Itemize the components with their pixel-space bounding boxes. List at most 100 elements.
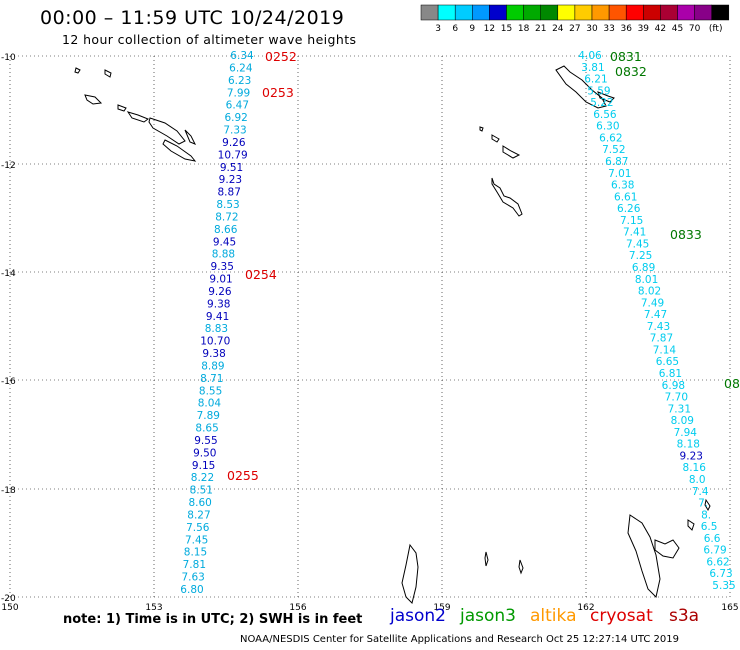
- legend-altika: altika: [530, 606, 577, 626]
- swh-value: 8.72: [215, 211, 238, 223]
- coastline: [184, 129, 197, 145]
- colorbar-swatch: [454, 4, 473, 21]
- colorbar-label: 27: [569, 24, 580, 34]
- coastline: [401, 543, 419, 604]
- swh-value: 6.5: [701, 521, 718, 533]
- swh-value: 9.38: [207, 298, 230, 310]
- swh-value: 7.45: [185, 534, 208, 546]
- coastline: [84, 94, 103, 105]
- swh-value: 10.70: [200, 336, 230, 348]
- swh-value: 7.01: [608, 168, 631, 180]
- colorbar-label: 6: [452, 24, 458, 34]
- swh-value: 6.38: [611, 180, 634, 192]
- swh-value: 7.81: [183, 559, 206, 571]
- swh-value: 7.33: [223, 125, 246, 137]
- swh-value: 9.01: [209, 274, 232, 286]
- swh-value: 7.94: [674, 427, 698, 439]
- map-credit: NOAA/NESDIS Center for Satellite Applica…: [240, 634, 679, 645]
- swh-value: 8.60: [188, 497, 211, 509]
- coastline: [518, 559, 524, 575]
- swh-value: 6.6: [704, 533, 721, 545]
- colorbar-label: 42: [655, 24, 666, 34]
- swh-value: 6.34: [230, 50, 254, 62]
- swh-value: 7.15: [620, 215, 643, 227]
- swh-value: 9.26: [208, 286, 232, 298]
- colorbar-label: 21: [535, 24, 546, 34]
- colorbar-label: 70: [689, 24, 701, 34]
- swh-value: 8.16: [683, 462, 707, 474]
- swh-value: 5.59: [587, 85, 610, 97]
- y-tick-label: -14: [1, 269, 16, 279]
- swh-value: 9.15: [192, 460, 215, 472]
- coastline: [74, 67, 81, 74]
- time-label: 0832: [615, 64, 647, 79]
- jason3-track: 4.063.816.215.595.226.566.306.627.526.87…: [578, 50, 735, 592]
- swh-value: 6.80: [180, 584, 203, 596]
- map-note: note: 1) Time is in UTC; 2) SWH is in fe…: [63, 612, 363, 627]
- x-tick-label: 150: [1, 603, 18, 613]
- legend-jason3: jason3: [460, 606, 516, 626]
- swh-value: 8.87: [218, 187, 241, 199]
- coastline: [502, 145, 521, 159]
- swh-value: 9.41: [206, 311, 229, 323]
- swh-value: 9.55: [194, 435, 217, 447]
- swh-value: 6.47: [226, 100, 249, 112]
- swh-value: 8.89: [201, 360, 224, 372]
- colorbar-swatch: [591, 4, 610, 21]
- colorbar-label: 9: [469, 24, 475, 34]
- coastline: [704, 498, 711, 512]
- swh-value: 6.89: [632, 262, 655, 274]
- swh-value: 7.43: [647, 321, 670, 333]
- jason2-track: 6.346.246.237.996.476.927.33 9.26 10.79 9.5…: [180, 50, 254, 596]
- coastline: [491, 177, 523, 217]
- swh-value: 6.56: [593, 109, 617, 121]
- swh-value: 8.66: [214, 224, 238, 236]
- swh-value: 10.79: [218, 149, 248, 161]
- swh-value: 7.41: [623, 227, 646, 239]
- coastline: [479, 126, 484, 132]
- y-tick-label: -12: [1, 161, 16, 171]
- time-label: 0252: [265, 49, 297, 64]
- colorbar-swatch: [523, 4, 541, 21]
- colorbar: 3 6 9 12 15 18 21 24 27 30 33 36 39 42 45 70 (ft): [420, 4, 730, 34]
- swh-value: 8.18: [677, 439, 700, 451]
- colorbar-swatch: [420, 4, 439, 21]
- swh-value: 9.45: [213, 236, 236, 248]
- colorbar-swatch: [506, 4, 524, 21]
- coastline: [126, 111, 150, 123]
- colorbar-label: 12: [484, 24, 495, 34]
- swh-value: 7.31: [668, 403, 691, 415]
- time-label: 0833: [670, 227, 702, 242]
- swh-value: 8.71: [200, 373, 223, 385]
- swh-value: 6.24: [229, 62, 253, 74]
- swh-value: 9.23: [219, 174, 242, 186]
- swh-value: 6.61: [614, 191, 637, 203]
- swh-value: 8.88: [212, 249, 235, 261]
- swh-value: 6.92: [224, 112, 247, 124]
- colorbar-swatch: [660, 4, 678, 21]
- swh-value: 6.62: [599, 132, 622, 144]
- coastline: [654, 539, 680, 559]
- time-label: 0255: [227, 468, 259, 483]
- swh-value: 8.27: [187, 509, 210, 521]
- swh-value: 7.14: [653, 344, 677, 356]
- coastlines: [74, 65, 711, 604]
- swh-value: 7.49: [641, 297, 664, 309]
- swh-value: 7.87: [650, 333, 673, 345]
- colorbar-label: 24: [552, 24, 564, 34]
- x-tick-label: 159: [433, 603, 450, 613]
- swh-value: 7.47: [644, 309, 667, 321]
- legend-s3a: s3a: [669, 606, 700, 626]
- swh-value: 7.: [698, 498, 708, 510]
- swh-value: 8.01: [635, 274, 658, 286]
- axis-ticks: 150 153 156 159 162 165 -10 -12 -14 -16 -18 -20: [1, 53, 739, 613]
- swh-value: 7.63: [181, 572, 204, 584]
- swh-value: 9.23: [680, 450, 703, 462]
- swh-value: 5.22: [590, 97, 613, 109]
- swh-value: 7.25: [629, 250, 652, 262]
- coastline: [484, 551, 489, 567]
- swh-value: 9.35: [211, 261, 234, 273]
- swh-value: 7.99: [227, 87, 250, 99]
- swh-value: 6.23: [228, 75, 251, 87]
- swh-value: 7.89: [197, 410, 220, 422]
